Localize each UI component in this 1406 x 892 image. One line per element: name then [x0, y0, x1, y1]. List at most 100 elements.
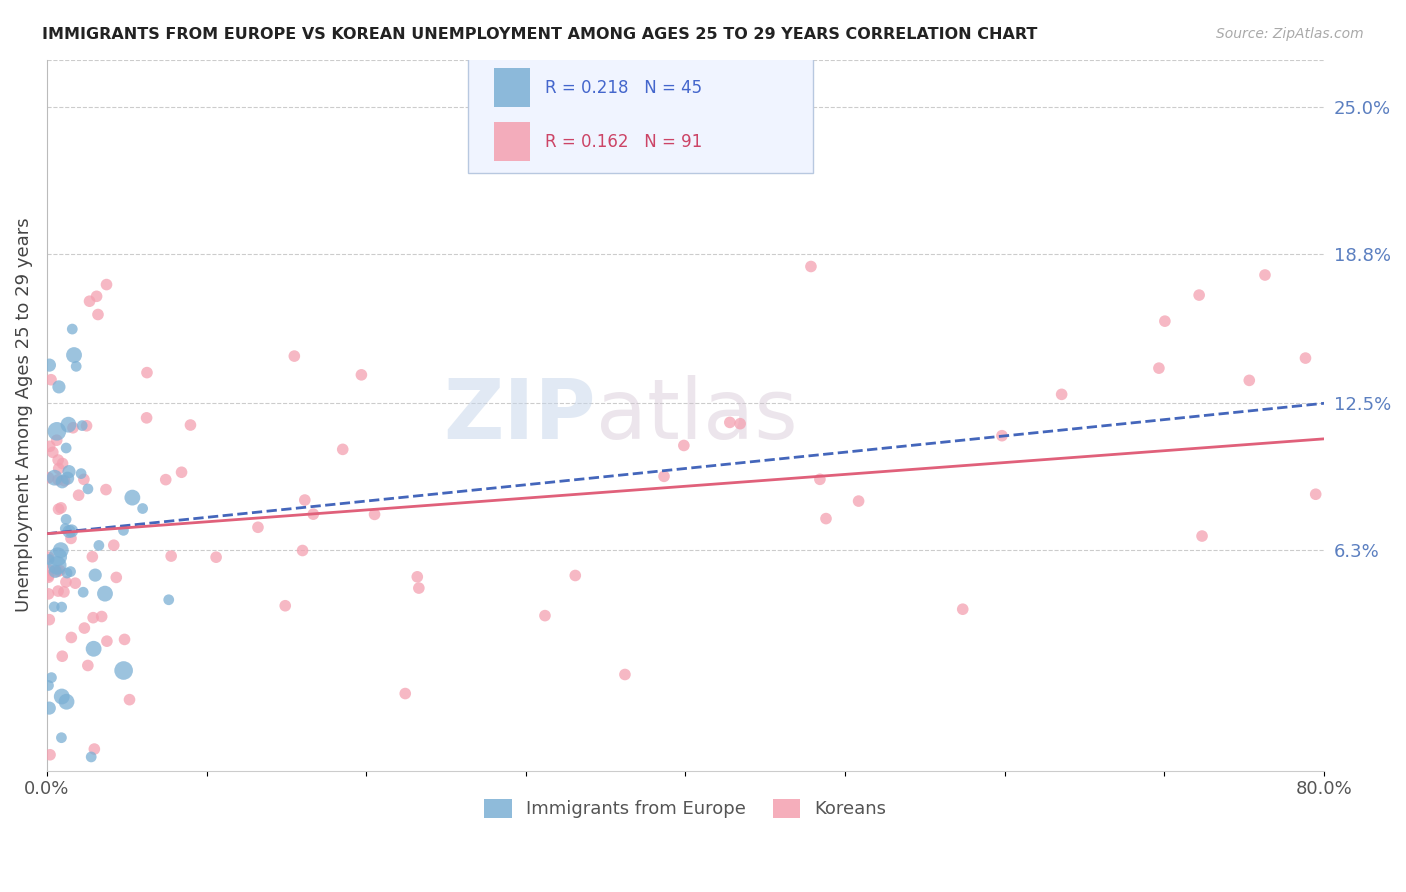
Point: [76, 418, 98, 433]
Point: [63, 348, 86, 362]
Point: [49, 564, 72, 578]
Point: [170, 465, 193, 479]
Point: [59, 565, 82, 579]
Point: [46, 473, 69, 487]
Point: [246, 520, 269, 534]
Point: [46, 453, 69, 467]
Text: IMMIGRANTS FROM EUROPE VS KOREAN UNEMPLOYMENT AMONG AGES 25 TO 29 YEARS CORRELAT: IMMIGRANTS FROM EUROPE VS KOREAN UNEMPLO…: [42, 27, 1038, 42]
Point: [37, 550, 59, 565]
Point: [79, 294, 101, 309]
Point: [70, 418, 93, 433]
Text: atlas: atlas: [596, 375, 797, 456]
Point: [274, 599, 297, 613]
Text: R = 0.162   N = 91: R = 0.162 N = 91: [546, 133, 702, 151]
Point: [67, 488, 90, 502]
Point: [56, 471, 79, 485]
Point: [58, 524, 80, 539]
Point: [38, 552, 60, 566]
Point: [83, 641, 105, 656]
Point: [59, 532, 82, 546]
Point: [94, 483, 117, 497]
Point: [48, 461, 70, 475]
Point: [87, 538, 110, 552]
Point: [51, 600, 73, 615]
Point: [60, 322, 83, 336]
Point: [87, 308, 110, 322]
Point: [46, 549, 69, 564]
Point: [45, 434, 67, 448]
Point: [52, 585, 75, 599]
Point: [1326, 345, 1348, 359]
Point: [44, 565, 66, 579]
Text: R = 0.218   N = 45: R = 0.218 N = 45: [546, 78, 702, 96]
Point: [564, 568, 586, 582]
Point: [294, 493, 316, 508]
Point: [55, 574, 77, 589]
Point: [42, 445, 65, 459]
Point: [51, 690, 73, 704]
Point: [58, 465, 80, 479]
Point: [70, 467, 93, 481]
Point: [114, 632, 136, 647]
Point: [83, 742, 105, 756]
Point: [51, 457, 73, 471]
Point: [77, 482, 100, 496]
Point: [46, 584, 69, 599]
Point: [55, 695, 77, 709]
Point: [121, 491, 143, 505]
Point: [1191, 529, 1213, 543]
Point: [65, 359, 87, 374]
FancyBboxPatch shape: [468, 56, 813, 173]
Point: [62, 421, 84, 435]
Point: [1050, 387, 1073, 401]
Point: [49, 500, 72, 515]
Point: [84, 568, 107, 582]
Point: [363, 508, 385, 522]
Point: [48, 380, 70, 394]
Point: [51, 475, 73, 489]
FancyBboxPatch shape: [494, 122, 530, 161]
Point: [103, 538, 125, 552]
Point: [38, 701, 60, 715]
Point: [55, 512, 77, 526]
Point: [394, 687, 416, 701]
Point: [800, 260, 823, 274]
Point: [1154, 314, 1177, 328]
Point: [283, 349, 305, 363]
Point: [131, 501, 153, 516]
Point: [534, 608, 557, 623]
Point: [48, 502, 70, 516]
Point: [136, 366, 159, 380]
Point: [46, 558, 69, 573]
Point: [46, 565, 69, 579]
Legend: Immigrants from Europe, Koreans: Immigrants from Europe, Koreans: [477, 792, 894, 826]
Point: [80, 750, 103, 764]
Point: [1147, 361, 1170, 376]
Point: [90, 609, 112, 624]
Point: [808, 472, 831, 486]
Point: [73, 472, 96, 486]
Point: [718, 416, 741, 430]
Point: [814, 511, 837, 525]
Point: [406, 570, 429, 584]
Point: [55, 441, 77, 455]
Point: [179, 417, 201, 432]
Point: [1254, 268, 1277, 282]
Point: [82, 549, 104, 564]
Point: [408, 581, 430, 595]
Point: [65, 576, 87, 591]
Point: [37, 587, 59, 601]
Point: [51, 649, 73, 664]
Point: [94, 587, 117, 601]
Point: [37, 471, 59, 485]
Point: [55, 774, 77, 789]
Point: [672, 438, 695, 452]
Point: [58, 417, 80, 432]
Point: [848, 494, 870, 508]
Point: [135, 410, 157, 425]
Point: [1188, 288, 1211, 302]
Point: [350, 368, 373, 382]
Point: [82, 610, 104, 624]
Point: [112, 524, 135, 538]
Point: [38, 563, 60, 577]
